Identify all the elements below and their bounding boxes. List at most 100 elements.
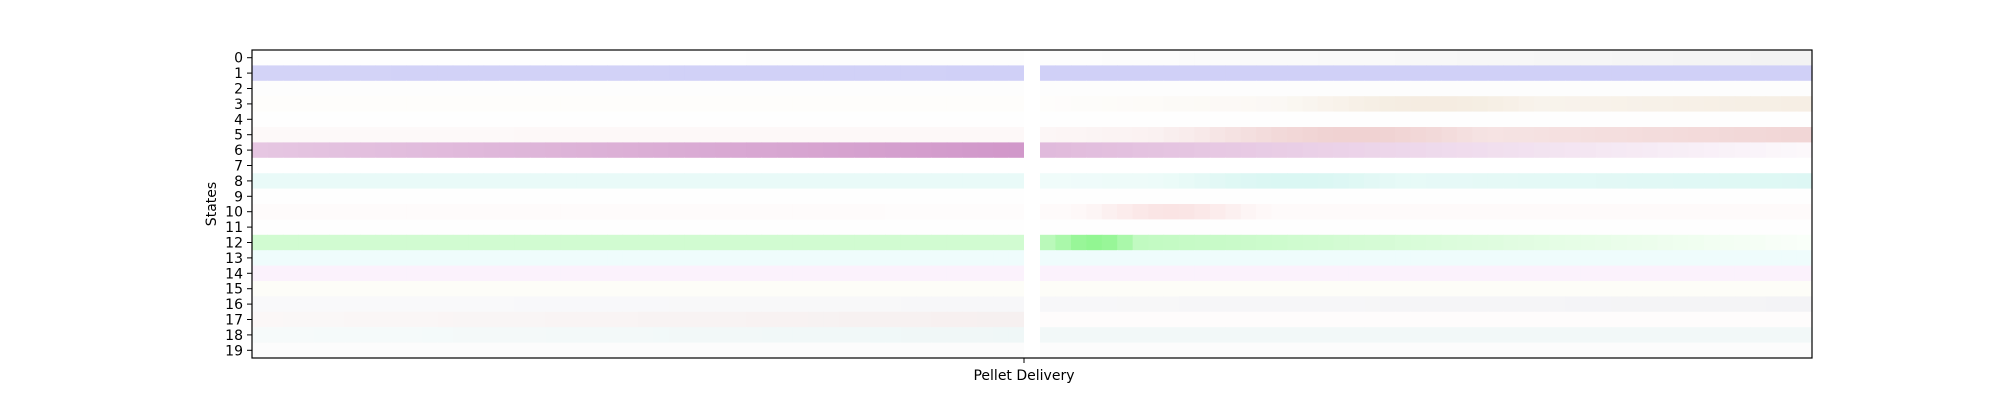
heatmap-cell (823, 296, 840, 313)
heatmap-cell (1688, 296, 1705, 313)
heatmap-cell (915, 327, 932, 343)
heatmap-cell (1055, 250, 1072, 266)
heatmap-cell (761, 250, 778, 266)
heatmap-cell (1287, 296, 1304, 313)
heatmap-cell (406, 96, 423, 112)
heatmap-cell (900, 111, 917, 128)
heatmap-cell (962, 311, 979, 328)
heatmap-cell (1626, 342, 1643, 359)
heatmap-cell (468, 65, 485, 82)
heatmap-cell (607, 96, 624, 112)
heatmap-cell (529, 265, 546, 282)
heatmap-cell (900, 173, 917, 189)
heatmap-cell (1008, 296, 1025, 313)
heatmap-cell (545, 111, 562, 128)
heatmap-cell (638, 250, 655, 266)
heatmap-cell (1178, 265, 1195, 282)
heatmap-cell (1503, 173, 1520, 189)
heatmap-cell (885, 296, 902, 313)
heatmap-cell (684, 96, 701, 112)
heatmap-cell (1317, 327, 1334, 343)
heatmap-cell (1209, 234, 1226, 251)
heatmap-cell (375, 80, 392, 97)
heatmap-cell (1611, 265, 1628, 282)
heatmap-cell (1333, 281, 1350, 297)
heatmap-cell (483, 250, 500, 266)
heatmap-cell (1086, 142, 1103, 159)
heatmap-cell (1734, 142, 1751, 159)
heatmap-cell (267, 127, 284, 143)
heatmap-cell (1580, 327, 1597, 343)
heatmap-cell (715, 142, 732, 159)
heatmap-cell (576, 127, 593, 143)
heatmap-cell (931, 265, 948, 282)
heatmap-cell (252, 173, 269, 189)
heatmap-cell (329, 157, 346, 174)
heatmap-cell (282, 127, 299, 143)
heatmap-cell (1178, 96, 1195, 112)
heatmap-cell (1626, 80, 1643, 97)
heatmap-cell (1348, 296, 1365, 313)
heatmap-cell (1487, 219, 1504, 236)
heatmap-cell (545, 311, 562, 328)
heatmap-cell (1271, 127, 1288, 143)
heatmap-cell (869, 311, 886, 328)
heatmap-cell (653, 311, 670, 328)
heatmap-cell (607, 204, 624, 220)
heatmap-cell (329, 234, 346, 251)
heatmap-cell (1626, 234, 1643, 251)
heatmap-cell (1287, 80, 1304, 97)
heatmap-cell (622, 219, 639, 236)
heatmap-cell (946, 80, 963, 97)
heatmap-cell (545, 157, 562, 174)
heatmap-cell (1595, 296, 1612, 313)
heatmap-cell (1642, 188, 1659, 205)
heatmap-cell (1194, 296, 1211, 313)
heatmap-cell (761, 65, 778, 82)
heatmap-cell (468, 173, 485, 189)
heatmap-cell (329, 219, 346, 236)
heatmap-cell (1040, 327, 1057, 343)
heatmap-cell (622, 281, 639, 297)
heatmap-cell (1796, 157, 1813, 174)
heatmap-cell (1642, 142, 1659, 159)
heatmap-cell (1796, 265, 1813, 282)
heatmap-cell (668, 250, 685, 266)
heatmap-cell (282, 80, 299, 97)
heatmap-cell (483, 296, 500, 313)
heatmap-cell (1564, 250, 1581, 266)
heatmap-cell (946, 173, 963, 189)
heatmap-cell (1518, 265, 1535, 282)
heatmap-cell (1132, 219, 1149, 236)
heatmap-cell (1410, 157, 1427, 174)
heatmap-cell (1271, 111, 1288, 128)
heatmap-cell (375, 265, 392, 282)
heatmap-cell (591, 281, 608, 297)
heatmap-cell (344, 327, 361, 343)
heatmap-cell (452, 342, 469, 359)
heatmap-cell (545, 96, 562, 112)
heatmap-cell (915, 281, 932, 297)
heatmap-cell (1642, 342, 1659, 359)
heatmap-cell (1101, 80, 1118, 97)
heatmap-cell (1719, 188, 1736, 205)
heatmap-cell (1055, 204, 1072, 220)
heatmap-cell (1503, 204, 1520, 220)
heatmap-cell (1673, 219, 1690, 236)
heatmap-cell (360, 96, 377, 112)
heatmap-cell (1703, 281, 1720, 297)
heatmap-cell (1595, 327, 1612, 343)
heatmap-cell (1178, 204, 1195, 220)
heatmap-cell (267, 111, 284, 128)
heatmap-cell (375, 142, 392, 159)
heatmap-cell (329, 142, 346, 159)
heatmap-cell (746, 265, 763, 282)
heatmap-cell (1781, 234, 1798, 251)
heatmap-cell (746, 204, 763, 220)
heatmap-cell (452, 188, 469, 205)
heatmap-cell (406, 157, 423, 174)
heatmap-cell (1441, 157, 1458, 174)
heatmap-cell (715, 204, 732, 220)
heatmap-cell (1611, 219, 1628, 236)
heatmap-cell (776, 281, 793, 297)
